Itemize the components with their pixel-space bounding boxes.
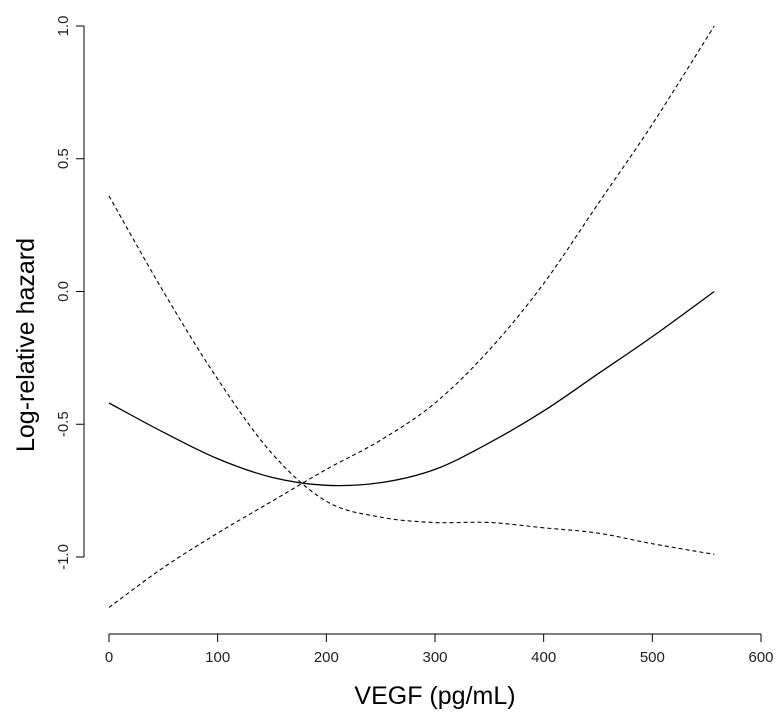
y-tick-label: 1.0 <box>55 16 72 37</box>
x-tick-label: 200 <box>314 649 339 666</box>
x-axis: 0 100 200 300 400 500 600 <box>105 633 774 666</box>
x-axis-title: VEGF (pg/mL) <box>354 682 515 710</box>
x-tick-label: 0 <box>105 649 113 666</box>
x-tick-label: 500 <box>640 649 665 666</box>
y-axis-title: Log-relative hazard <box>12 238 40 452</box>
y-tick-label: -0.5 <box>55 411 72 437</box>
x-tick-label: 300 <box>422 649 447 666</box>
x-tick-label: 600 <box>748 649 773 666</box>
y-tick-label: 0.0 <box>55 281 72 302</box>
estimate-line <box>108 290 715 487</box>
plot-curves <box>108 25 715 608</box>
y-tick-label: -1.0 <box>55 544 72 570</box>
y-axis: -1.0 -0.5 0.0 0.5 1.0 <box>55 16 85 570</box>
x-tick-label: 100 <box>205 649 230 666</box>
confidence-band-line-1 <box>108 195 715 555</box>
x-tick-label: 400 <box>531 649 556 666</box>
y-tick-label: 0.5 <box>55 148 72 169</box>
confidence-band-line-2 <box>108 25 715 608</box>
